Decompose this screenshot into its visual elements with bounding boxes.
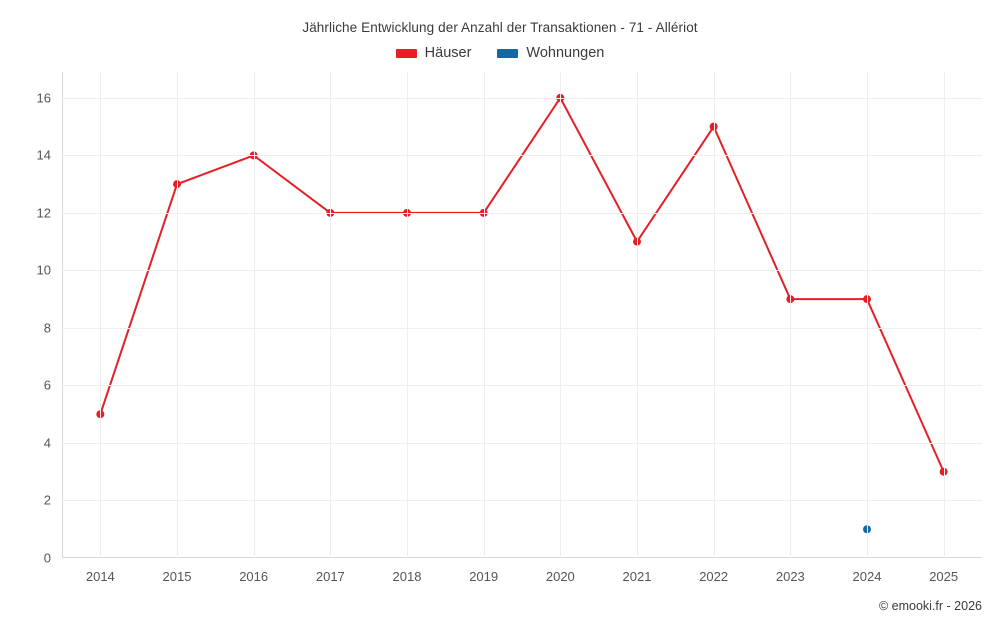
series-layer [96,93,948,534]
gridline-vertical [713,72,715,558]
y-axis-tick-label: 4 [43,435,51,451]
gridline-vertical [253,72,255,558]
gridline-horizontal [62,212,982,214]
chart-title: Jährliche Entwicklung der Anzahl der Tra… [302,20,698,35]
gridline-vertical [867,72,868,558]
y-axis-tick-label: 2 [43,492,51,508]
x-axis-tick-label: 2015 [162,569,192,584]
x-axis-tick-label: 2016 [239,569,269,584]
x-axis-tick-label: 2023 [775,569,805,584]
gridline-horizontal [62,97,982,99]
gridline-vertical [177,72,178,558]
chart-legend: Häuser Wohnungen [0,45,1000,61]
y-axis-tick-label: 0 [43,550,51,566]
series-line-0 [99,96,945,473]
y-axis-tick-label: 6 [43,377,51,393]
gridline-vertical [560,72,562,558]
gridline-horizontal [62,442,982,444]
x-axis-tick-label: 2022 [699,569,729,584]
gridline-vertical [637,72,638,558]
y-axis-tick-label: 8 [43,320,51,336]
legend-item-wohnungen[interactable]: Wohnungen [497,45,604,61]
gridline-vertical [330,72,332,558]
x-axis-tick-label: 2014 [85,569,115,584]
legend-label-hauser: Häuser [424,45,472,61]
gridline-horizontal [62,500,982,502]
legend-swatch-wohnungen [497,48,519,58]
x-axis-tick-label: 2019 [469,569,499,584]
x-axis-tick-label: 2024 [852,569,882,584]
gridline-horizontal [62,155,982,157]
plot-area: 0 2 4 6 8 10 12 14 16 2014 2015 2016 2017 2018 2019 202… [37,72,982,584]
x-axis-tick-label: 2020 [545,569,575,584]
legend-swatch-hauser [395,48,417,58]
y-axis-tick-label: 16 [36,90,51,106]
legend-label-wohnungen: Wohnungen [526,45,605,61]
legend-item-hauser[interactable]: Häuser [395,45,472,61]
y-axis-tick-label: 12 [36,205,51,221]
gridline-vertical [943,72,945,558]
y-axis-line [62,72,63,558]
credit-label: © emooki.fr - 2026 [878,599,982,613]
gridline-horizontal [62,385,982,387]
gridline-vertical [100,72,102,558]
y-axis-tick-label: 10 [36,262,51,278]
y-axis-tick-label: 14 [36,147,51,163]
gridline-horizontal [62,327,982,329]
x-axis-line [62,557,982,558]
x-axis-tick-label: 2025 [929,569,959,584]
gridline-vertical [483,72,485,558]
x-axis-tick-label: 2018 [392,569,422,584]
gridline-horizontal [62,270,982,272]
x-axis-tick-label: 2021 [622,569,652,584]
gridline-vertical [407,72,408,558]
gridline-vertical [790,72,792,558]
x-axis-tick-label: 2017 [315,569,345,584]
